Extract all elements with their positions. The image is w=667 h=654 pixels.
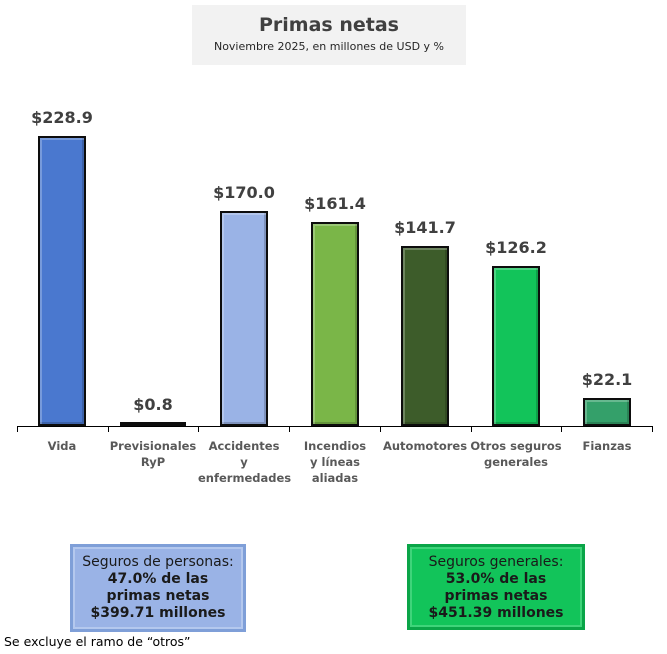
- category-label: Vida: [16, 438, 108, 454]
- bar-incendios-y-líneas-aliadas: [311, 222, 359, 426]
- category-label-line: Automotores: [382, 439, 468, 453]
- category-label: Fianzas: [561, 438, 653, 454]
- summary-generales-text: primas netas: [444, 588, 548, 604]
- x-axis-tick: [561, 426, 562, 432]
- category-label: Automotores: [379, 438, 471, 454]
- summary-generales-percent: 53.0% de las: [445, 571, 547, 587]
- x-axis-tick: [108, 426, 109, 432]
- category-label-line: Previsionales: [109, 439, 197, 453]
- bar-fianzas: [583, 398, 631, 426]
- bar-accidentes-y-enfermedades: [220, 211, 268, 426]
- category-label-line: generales: [483, 455, 549, 469]
- summary-box-seguros-personas: Seguros de personas: 47.0% de las primas…: [70, 544, 246, 632]
- category-label-line: Vida: [47, 439, 77, 453]
- summary-personas-text: primas netas: [106, 588, 210, 604]
- bar-value-label: $0.8: [133, 395, 173, 414]
- footnote: Se excluye el ramo de “otros”: [4, 634, 191, 649]
- category-label: Accidentes y enfermedades: [198, 438, 292, 486]
- summary-personas-label: Seguros de personas:: [82, 554, 234, 570]
- category-label: Otros seguros generales: [470, 438, 562, 470]
- chart-title: Primas netas: [259, 14, 399, 36]
- category-label-line: Accidentes: [208, 439, 280, 453]
- x-axis-tick: [17, 426, 18, 432]
- chart-title-box: Primas netas Noviembre 2025, en millones…: [192, 5, 466, 65]
- bar-value-label: $22.1: [581, 370, 633, 389]
- category-label: Incendios y líneas aliadas: [289, 438, 381, 486]
- summary-personas-amount: $399.71 millones: [90, 605, 226, 621]
- bar-value-label: $228.9: [31, 108, 93, 127]
- category-label-line: Otros seguros: [470, 439, 562, 453]
- bar-value-label: $170.0: [213, 183, 275, 202]
- category-label-line: y: [240, 455, 248, 469]
- category-label-line: Incendios: [303, 439, 367, 453]
- category-label-line: aliadas: [311, 471, 359, 485]
- x-axis-tick: [380, 426, 381, 432]
- bar-automotores: [401, 246, 449, 426]
- bar-otros-seguros-generales: [492, 266, 540, 426]
- x-axis-tick: [198, 426, 199, 432]
- category-label-line: RyP: [140, 455, 166, 469]
- chart-subtitle: Noviembre 2025, en millones de USD y %: [213, 40, 445, 53]
- bar-previsionales-ryp: [120, 422, 186, 426]
- category-label-line: y líneas: [310, 455, 360, 469]
- category-label-line: enfermedades: [198, 471, 292, 485]
- summary-box-seguros-generales: Seguros generales: 53.0% de las primas n…: [407, 544, 585, 630]
- bar-vida: [38, 136, 86, 426]
- bar-value-label: $141.7: [394, 218, 456, 237]
- summary-generales-label: Seguros generales:: [428, 554, 564, 570]
- summary-generales-amount: $451.39 millones: [428, 605, 564, 621]
- x-axis-tick: [652, 426, 653, 432]
- bar-value-label: $126.2: [485, 238, 547, 257]
- summary-personas-percent: 47.0% de las: [107, 571, 209, 587]
- category-label-line: Fianzas: [582, 439, 632, 453]
- x-axis-tick: [471, 426, 472, 432]
- x-axis-line: [17, 426, 652, 427]
- x-axis-tick: [289, 426, 290, 432]
- bar-value-label: $161.4: [304, 194, 366, 213]
- category-label: Previsionales RyP: [107, 438, 199, 470]
